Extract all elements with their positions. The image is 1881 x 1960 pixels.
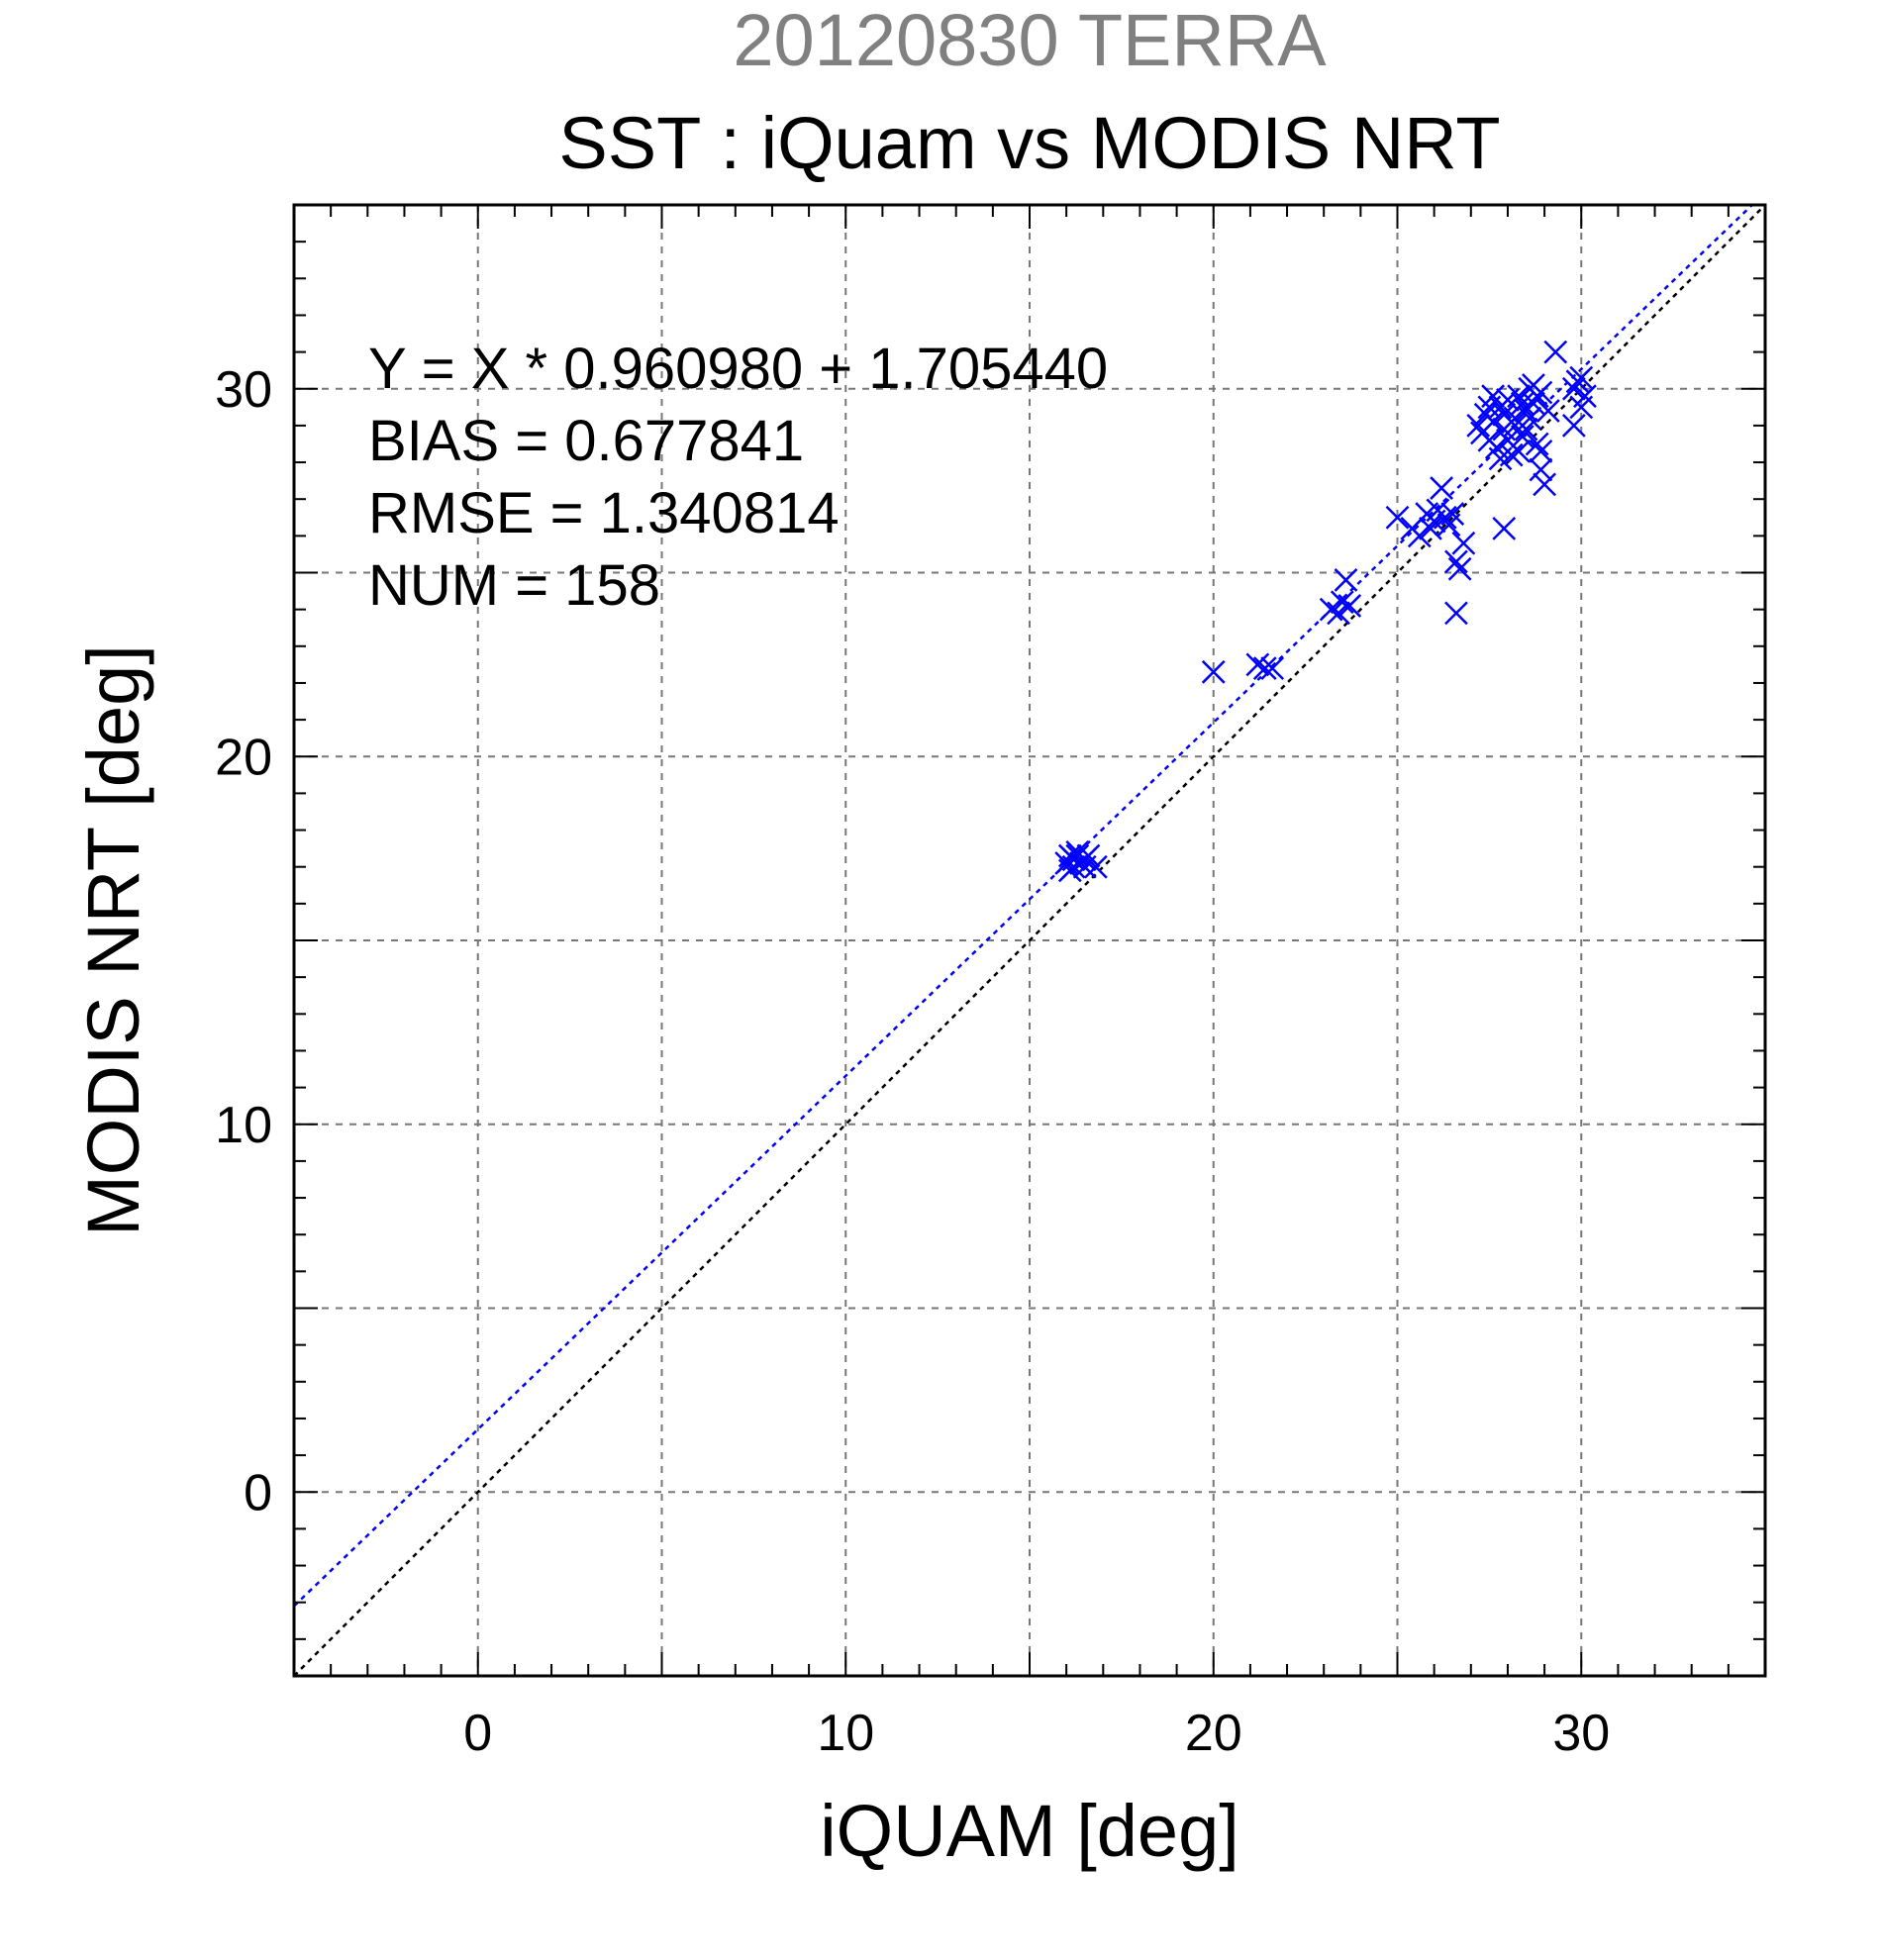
- data-point: [1057, 858, 1082, 883]
- data-point: [1507, 384, 1531, 409]
- axis-ticks: [293, 204, 1766, 1677]
- data-point: [1525, 432, 1549, 456]
- x-tick-label: 0: [463, 1705, 492, 1762]
- data-point: [1507, 440, 1531, 463]
- data-point: [1072, 854, 1097, 879]
- y-tick-label: 10: [215, 1097, 272, 1154]
- data-point: [1430, 476, 1453, 500]
- chart-subtitle: SST : iQuam vs MODIS NRT: [558, 102, 1500, 184]
- data-point: [1535, 399, 1560, 423]
- data-point: [1385, 505, 1410, 530]
- data-point: [1561, 414, 1586, 438]
- chart-title: 20120830 TERRA: [733, 0, 1327, 81]
- data-point: [1529, 440, 1553, 463]
- data-point: [1529, 457, 1553, 482]
- data-point: [1444, 549, 1468, 574]
- data-point: [1522, 391, 1545, 416]
- plot-frame: [292, 203, 1767, 1678]
- data-point: [1451, 531, 1476, 555]
- data-point: [1444, 601, 1468, 626]
- data-point: [1492, 517, 1517, 540]
- data-point: [1334, 568, 1358, 592]
- tick-labels: 0 10 20 30 0 10 20 30: [215, 361, 1610, 1762]
- data-point: [1533, 472, 1556, 497]
- data-point: [1201, 659, 1226, 684]
- data-point: [1260, 656, 1285, 680]
- num-text: NUM = 158: [368, 553, 660, 618]
- data-point: [1510, 391, 1534, 416]
- stats-box: Y = X * 0.960980 + 1.705440 BIAS = 0.677…: [368, 337, 1108, 618]
- data-point: [1522, 373, 1545, 397]
- x-tick-label: 10: [817, 1705, 874, 1762]
- x-axis-label: iQUAM [deg]: [820, 1790, 1239, 1872]
- fit-line: [294, 205, 1754, 1608]
- data-points: [1054, 340, 1597, 883]
- data-point: [1569, 365, 1594, 390]
- data-point: [1481, 410, 1505, 435]
- data-point: [1083, 854, 1108, 879]
- data-point: [1514, 417, 1538, 441]
- y-axis-label: MODIS NRT [deg]: [72, 644, 154, 1236]
- data-point: [1252, 656, 1277, 680]
- data-point: [1419, 517, 1442, 540]
- rmse-text: RMSE = 1.340814: [368, 481, 840, 545]
- x-tick-label: 30: [1552, 1705, 1610, 1762]
- data-point: [1065, 843, 1090, 868]
- data-point: [1466, 414, 1491, 438]
- data-point: [1447, 556, 1472, 581]
- data-point: [1433, 505, 1457, 530]
- x-tick-label: 20: [1185, 1705, 1242, 1762]
- y-tick-label: 30: [215, 361, 272, 419]
- data-point: [1436, 513, 1461, 538]
- data-point: [1327, 601, 1350, 626]
- data-point: [1319, 597, 1343, 622]
- data-point: [1543, 340, 1568, 364]
- y-tick-label: 0: [244, 1464, 272, 1521]
- data-point: [1488, 446, 1513, 471]
- fit-equation: Y = X * 0.960980 + 1.705440: [368, 337, 1108, 401]
- bias-text: BIAS = 0.677841: [368, 409, 804, 473]
- data-point: [1492, 402, 1517, 427]
- data-point: [1561, 376, 1586, 401]
- data-point: [1337, 594, 1362, 618]
- data-point: [1510, 425, 1534, 448]
- data-point: [1573, 384, 1597, 409]
- data-point: [1245, 652, 1270, 677]
- y-tick-label: 20: [215, 729, 272, 786]
- data-point: [1477, 395, 1502, 420]
